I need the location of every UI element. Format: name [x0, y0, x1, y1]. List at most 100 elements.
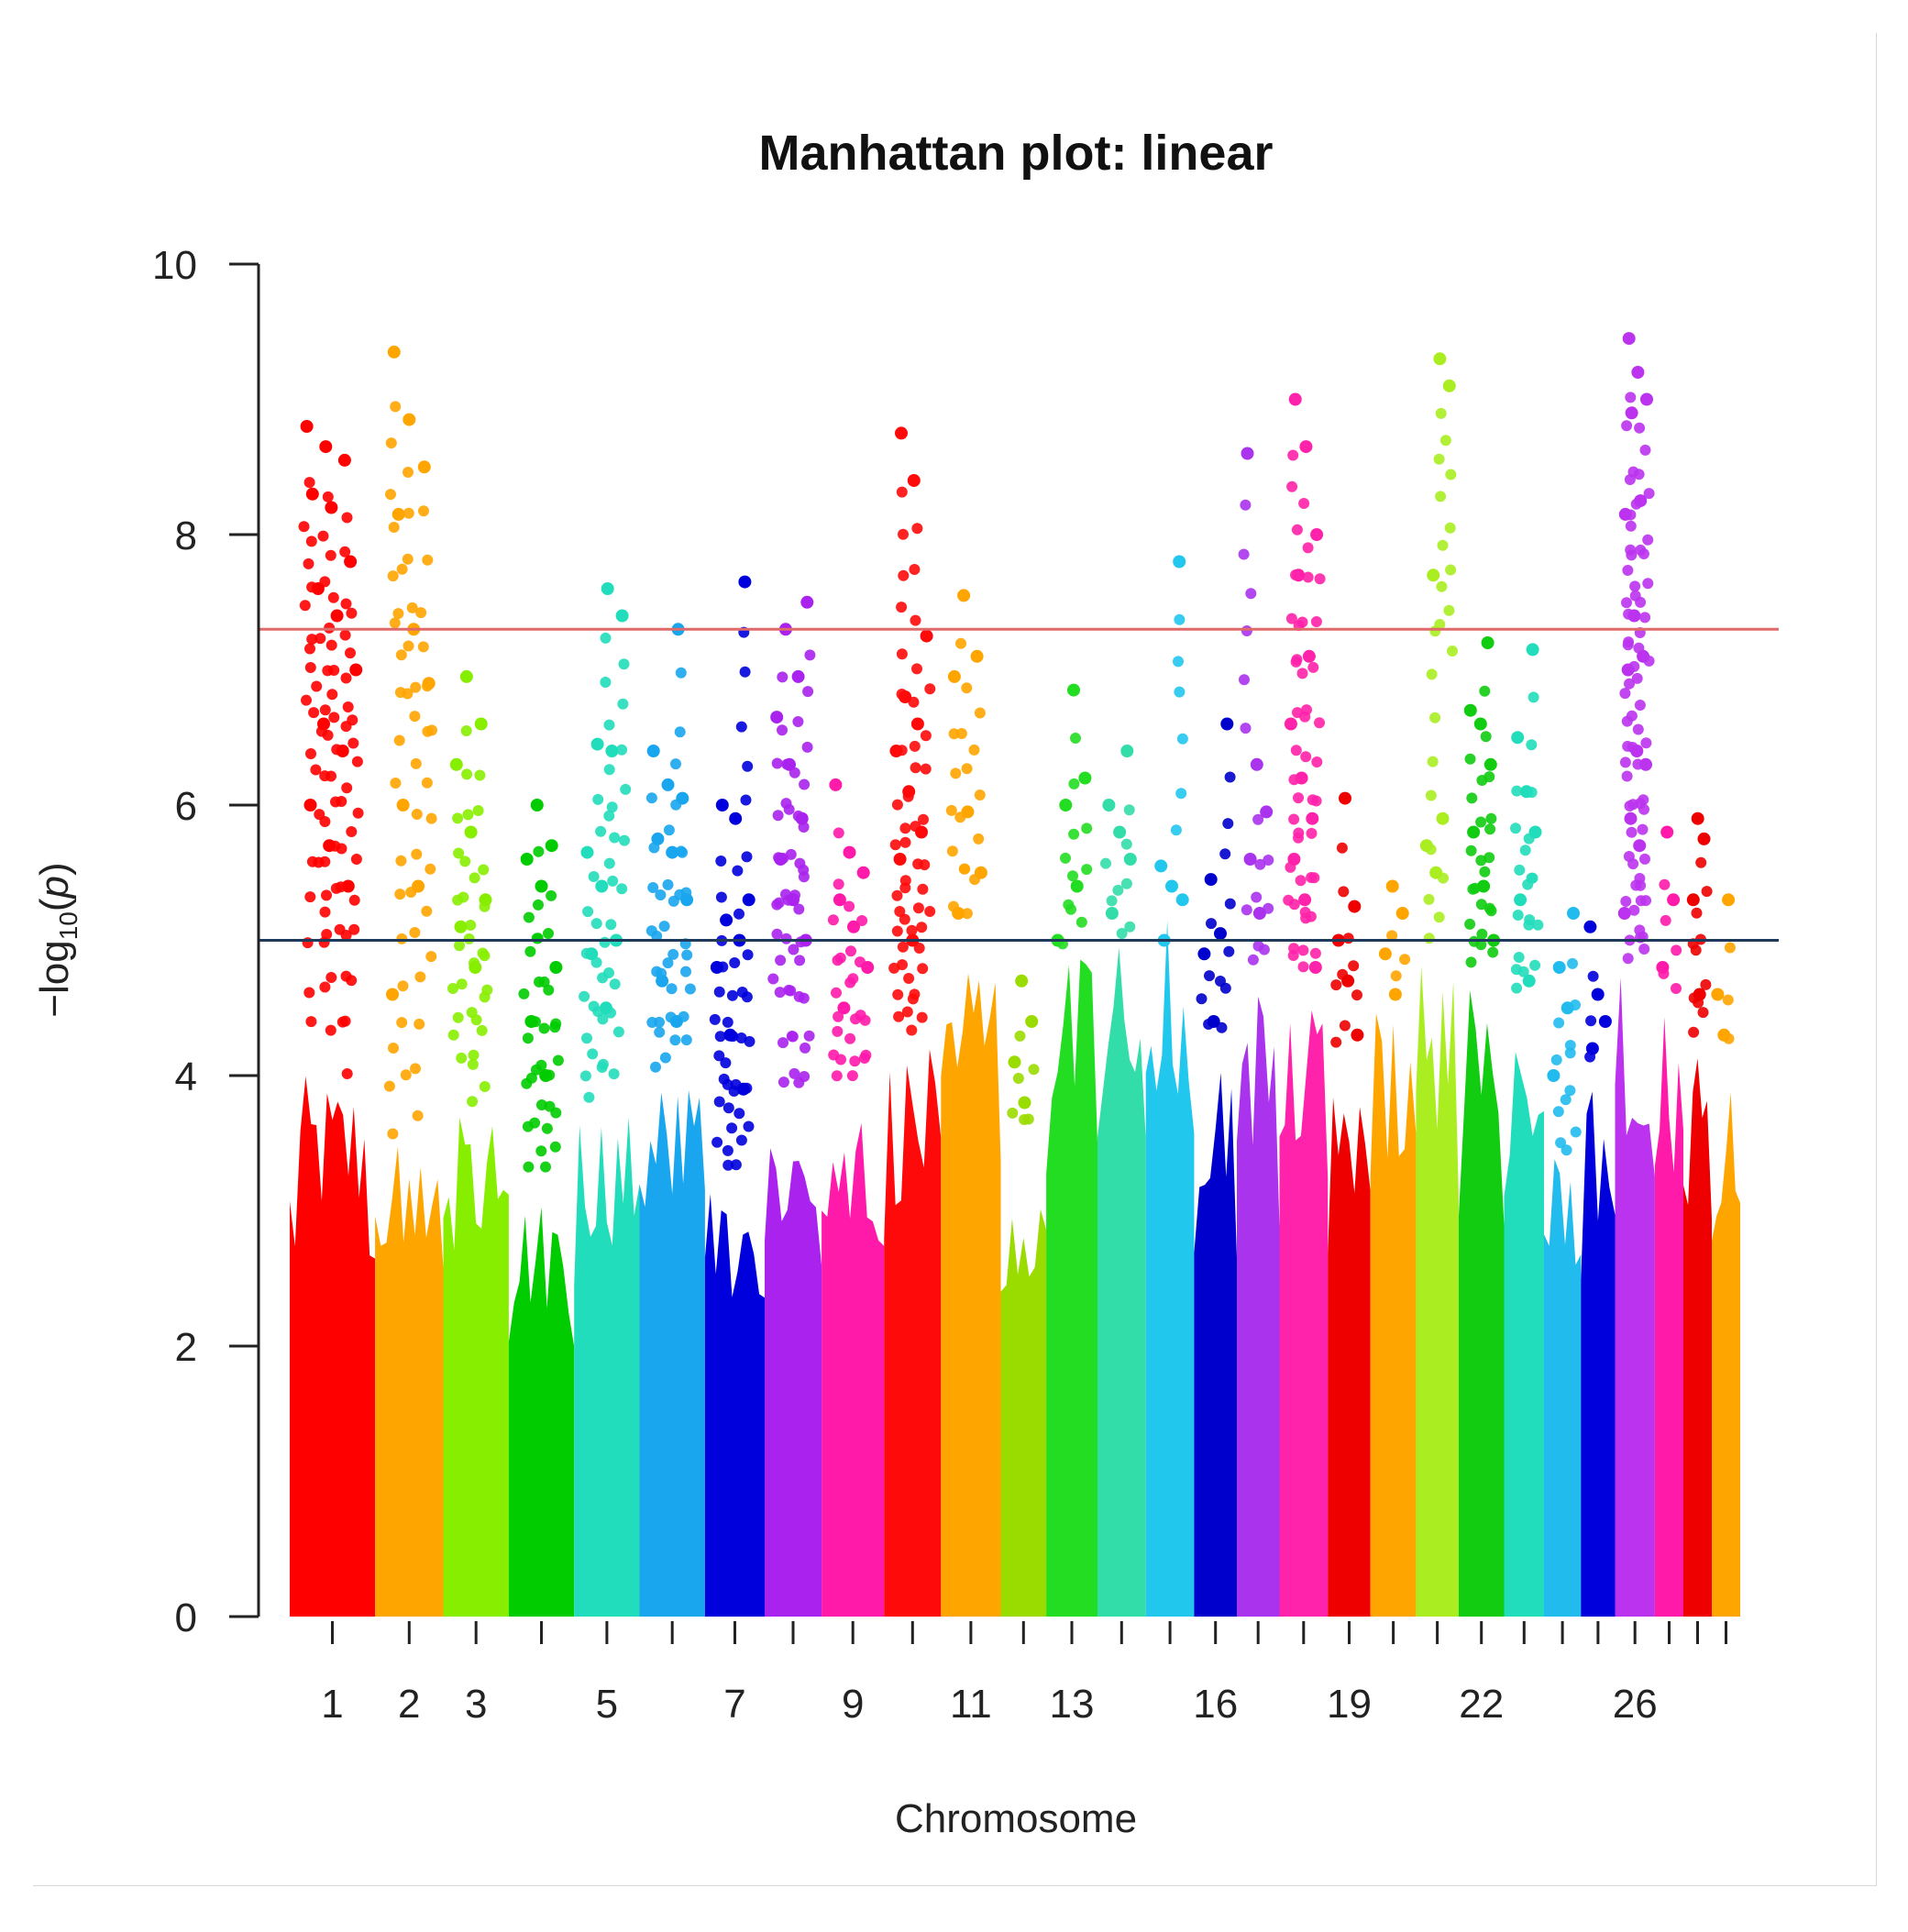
- chromosome-11-point: [974, 707, 986, 719]
- chromosome-18-point: [1309, 947, 1321, 959]
- chromosome-3-point: [479, 1081, 491, 1092]
- chromosome-5-point: [617, 698, 629, 710]
- chromosome-8-point: [777, 671, 789, 683]
- chromosome-4-point: [524, 945, 536, 957]
- chromosome-4-point: [550, 1018, 562, 1030]
- chromosome-18-point: [1288, 813, 1300, 825]
- chromosome-4-point: [549, 961, 563, 974]
- chromosome-1-point: [305, 748, 316, 759]
- chromosome-22-point: [1465, 956, 1477, 968]
- chromosome-5-point: [609, 832, 621, 844]
- chromosome-8-point: [774, 853, 788, 866]
- chromosome-8-point: [802, 686, 814, 698]
- chromosome-2-point: [388, 1043, 399, 1054]
- chromosome-21-point: [1423, 893, 1435, 905]
- chromosome-11-point: [957, 589, 971, 602]
- chromosome-28-point: [1691, 811, 1704, 825]
- chromosome-18-point: [1314, 573, 1326, 585]
- chromosome-2-point: [392, 608, 404, 620]
- chromosome-11-point: [961, 763, 973, 775]
- chromosome-5-point: [605, 745, 619, 757]
- chromosome-2-point: [385, 489, 396, 501]
- chromosome-12-point: [1025, 1015, 1039, 1028]
- chromosome-13-point: [1075, 916, 1087, 928]
- chromosome-2-point: [395, 649, 407, 661]
- chromosome-5-point: [583, 1091, 595, 1103]
- chromosome-3-point: [459, 669, 473, 683]
- chromosome-2-point: [414, 971, 426, 983]
- chromosome-7-point: [720, 1057, 732, 1069]
- chromosome-8-point: [771, 928, 783, 940]
- chromosome-22-point: [1467, 825, 1481, 839]
- chromosome-10-point: [888, 962, 900, 974]
- chromosome-7-point: [729, 811, 743, 825]
- chromosome-3-point: [447, 1029, 459, 1041]
- x-axis-label: Chromosome: [895, 1796, 1137, 1841]
- chromosome-2-point: [422, 554, 434, 566]
- chromosome-3-point: [464, 825, 478, 839]
- chromosome-9-bulk: [822, 1123, 885, 1617]
- chromosome-18-point: [1288, 392, 1302, 406]
- y-tick-label-2: 2: [175, 1325, 197, 1370]
- chromosome-5-point: [580, 845, 594, 859]
- chromosome-8-point: [789, 1067, 800, 1079]
- chromosome-9-point: [861, 961, 875, 974]
- chromosome-7-point: [713, 1096, 725, 1108]
- chromosome-4-point: [522, 1032, 534, 1044]
- chromosome-7-point: [715, 891, 727, 903]
- chromosome-21-point: [1429, 866, 1443, 879]
- chromosome-6-point: [663, 824, 675, 836]
- chromosome-10-point: [917, 963, 929, 975]
- chromosome-18-point: [1292, 707, 1303, 719]
- chromosome-8-point: [792, 716, 804, 727]
- chromosome-6-point: [677, 846, 689, 858]
- chromosome-1-point: [342, 701, 354, 712]
- chromosome-26-point: [1627, 858, 1639, 870]
- chromosome-3-point: [454, 920, 468, 933]
- chromosome-7-point: [714, 1031, 726, 1043]
- threshold-lines-layer: [259, 627, 1779, 942]
- chromosome-1-point: [319, 440, 333, 454]
- chromosome-5-point: [606, 801, 618, 813]
- chromosome-29-point: [1722, 994, 1734, 1006]
- x-tick-label-9: 9: [842, 1682, 864, 1727]
- chromosome-10-point: [912, 902, 924, 914]
- chromosome-1-point: [325, 549, 336, 561]
- chromosome-7-point: [742, 760, 754, 772]
- chromosome-28-bulk: [1683, 1058, 1712, 1617]
- chromosome-16-point: [1207, 1015, 1220, 1028]
- chromosome-6-point: [675, 667, 687, 679]
- chromosome-2-point: [421, 905, 433, 917]
- chromosome-3-point: [469, 961, 482, 974]
- chromosome-14-point: [1116, 928, 1128, 939]
- chromosome-10-point: [893, 1010, 905, 1022]
- chromosome-2-point: [412, 879, 425, 893]
- chromosome-7-point: [735, 721, 747, 733]
- chromosome-14-point: [1106, 895, 1118, 907]
- x-tick-label-1: 1: [321, 1682, 343, 1727]
- chromosome-21-point: [1445, 564, 1457, 576]
- chromosome-15-point: [1174, 686, 1186, 698]
- chromosome-2-point: [414, 1018, 425, 1030]
- chromosome-2-point: [383, 1080, 395, 1092]
- chromosome-24-point: [1552, 1106, 1564, 1118]
- chromosome-25-point: [1583, 920, 1597, 933]
- chromosome-19-point: [1339, 1020, 1351, 1032]
- chromosome-5-point: [609, 978, 621, 990]
- chromosome-10-point: [898, 569, 910, 581]
- chromosome-10-point: [907, 474, 921, 487]
- chromosome-1-point: [319, 704, 331, 716]
- chromosome-5-point: [588, 1000, 600, 1012]
- chromosome-13-bulk: [1046, 959, 1097, 1617]
- chromosome-13-point: [1060, 852, 1071, 864]
- chromosome-18-point: [1290, 656, 1302, 668]
- chromosome-2-point: [403, 413, 416, 426]
- chromosome-2-point: [400, 1069, 412, 1081]
- chromosome-4-point: [538, 1022, 550, 1034]
- chromosome-19-point: [1338, 886, 1350, 898]
- chromosome-22-point: [1481, 636, 1494, 649]
- chromosome-26-point: [1625, 392, 1637, 403]
- chromosome-14-bulk: [1097, 947, 1146, 1617]
- chromosome-1-point: [339, 629, 351, 641]
- chromosome-24-point: [1567, 907, 1580, 920]
